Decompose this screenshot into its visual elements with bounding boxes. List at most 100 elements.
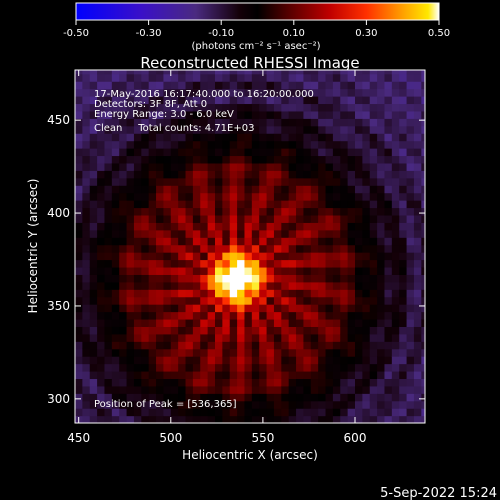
heatmap-cell [244,88,253,97]
heatmap-cell [377,363,386,372]
heatmap-cell [215,81,223,90]
heatmap-cell [377,370,386,380]
heatmap-cell [296,244,305,253]
heatmap-cell [413,289,422,298]
heatmap-cell [111,259,120,268]
heatmap-cell [413,237,422,246]
heatmap-cell [369,318,378,327]
heatmap-cell [355,192,363,201]
heatmap-cell [141,229,150,238]
heatmap-cell [185,229,194,238]
heatmap-cell [406,400,415,409]
heatmap-cell [303,318,312,327]
heatmap-cell [111,326,120,335]
heatmap-cell [133,341,142,350]
heatmap-cell [192,341,201,350]
heatmap-cell [222,281,231,290]
heatmap-cell [89,237,98,246]
heatmap-cell [215,185,223,194]
heatmap-cell [413,356,422,365]
heatmap-cell [303,259,312,268]
heatmap-cell [156,333,165,342]
heatmap-cell [266,88,275,97]
heatmap-cell [347,385,356,394]
heatmap-cell [185,125,194,134]
heatmap-cell [347,393,356,402]
heatmap-cell [399,88,408,97]
heatmap-cell [215,73,223,82]
heatmap-cell [296,81,305,90]
heatmap-cell [332,192,341,201]
heatmap-cell [200,311,209,320]
heatmap-cell [148,266,157,275]
heatmap-cell [377,378,386,387]
heatmap-cell [156,415,165,423]
heatmap-cell [259,229,268,238]
heatmap-cell [215,326,223,335]
heatmap-cell [273,70,282,75]
heatmap-cell [156,110,165,119]
heatmap-cell [229,222,238,231]
heatmap-cell [332,148,341,157]
heatmap-cell [347,103,356,112]
heatmap-cell [178,296,187,305]
heatmap-cell [75,88,83,97]
heatmap-cell [384,214,393,223]
heatmap-cell [266,222,275,231]
heatmap-cell [273,214,282,223]
heatmap-cell [89,318,98,327]
heatmap-cell [89,118,98,127]
heatmap-cell [111,207,120,216]
heatmap-cell [185,274,194,283]
heatmap-cell [104,192,113,201]
heatmap-cell [111,281,120,290]
heatmap-cell [355,318,363,327]
heatmap-cell [355,103,363,112]
heatmap-cell [104,103,113,112]
heatmap-cell [178,177,187,186]
heatmap-cell [244,237,253,246]
heatmap-cell [310,400,319,409]
heatmap-cell [340,118,349,127]
heatmap-cell [237,356,246,365]
heatmap-cell [75,400,83,409]
heatmap-cell [200,266,209,275]
heatmap-cell [200,118,209,127]
heatmap-cell [413,214,422,223]
heatmap-cell [296,318,305,327]
heatmap-cell [303,244,312,253]
heatmap-cell [163,266,172,275]
heatmap-cell [75,170,83,179]
heatmap-cell [104,214,113,223]
heatmap-cell [89,133,98,142]
heatmap-cell [222,148,231,157]
heatmap-cell [296,155,305,164]
heatmap-cell [273,88,282,97]
heatmap-cell [75,333,83,342]
heatmap-cell [413,185,422,194]
heatmap-cell [185,222,194,231]
x-tick-label: 550 [251,431,274,445]
heatmap-cell [119,162,128,171]
heatmap-cell [185,341,194,350]
heatmap-cell [281,125,290,134]
heatmap-cell [104,400,113,409]
heatmap-cell [192,73,201,82]
heatmap-cell [399,96,408,105]
heatmap-cell [133,266,142,275]
heatmap-cell [200,73,209,82]
heatmap-cell [229,393,238,402]
heatmap-cell [273,222,282,231]
heatmap-cell [347,341,356,350]
heatmap-cell [244,177,253,186]
heatmap-cell [222,200,231,209]
heatmap-cell [148,252,157,261]
heatmap-cell [141,408,150,417]
heatmap-cell [421,304,425,313]
heatmap-cell [200,125,209,134]
heatmap-cell [391,400,400,409]
heatmap-cell [237,237,246,246]
heatmap-cell [119,125,128,134]
heatmap-cell [104,237,113,246]
heatmap-cell [266,103,275,112]
